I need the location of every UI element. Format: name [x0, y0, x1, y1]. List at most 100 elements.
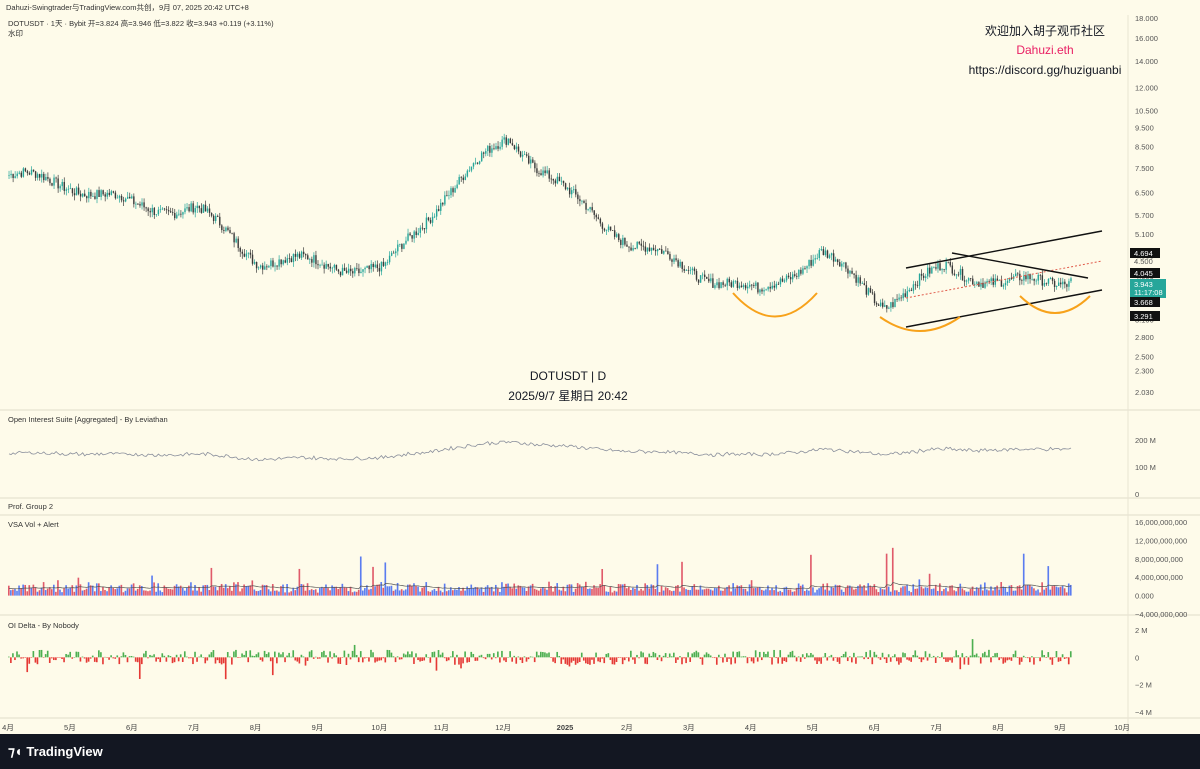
delta-bar: [357, 657, 360, 663]
time-tick-label: 5月: [807, 723, 819, 732]
vsa-bar: [339, 587, 342, 596]
candle-body: [1041, 275, 1044, 286]
vsa-bar: [601, 568, 604, 596]
tradingview-logo[interactable]: ⁊◖ TradingView: [8, 743, 103, 760]
vsa-bar: [818, 588, 820, 596]
delta-bar: [186, 656, 188, 658]
vsa-bar: [163, 585, 166, 596]
vsa-pane-title[interactable]: VSA Vol + Alert: [8, 520, 60, 529]
candle-body: [288, 258, 291, 259]
delta-bar: [1059, 657, 1062, 662]
delta-bar: [832, 657, 835, 661]
vsa-bar: [812, 587, 814, 596]
delta-bar: [558, 655, 561, 658]
candle-body: [165, 209, 168, 211]
candle-body: [417, 232, 419, 235]
delta-bar: [632, 657, 634, 660]
delta-bar: [292, 650, 295, 658]
vsa-bar: [677, 585, 679, 596]
price-axis[interactable]: 18.00016.00014.00012.00010.5009.5008.500…: [1135, 15, 1158, 397]
candle-body: [1045, 283, 1048, 284]
vsa-bar: [61, 592, 63, 596]
symbol-legend[interactable]: DOTUSDT · 1天 · Bybit 开=3.824 高=3.946 低=3…: [8, 18, 274, 28]
delta-bar: [767, 651, 769, 658]
vsa-bar: [961, 588, 964, 596]
candle-body: [311, 259, 313, 263]
delta-pane-title[interactable]: OI Delta - By Nobody: [8, 621, 79, 630]
candle-body: [102, 190, 104, 195]
time-axis[interactable]: 4月 5月 6月 7月 8月 9月 10月 11月 12月 2025 2月 3月 4月 5月 6月 7月 8月 9…: [2, 723, 1130, 732]
delta-bar: [147, 657, 149, 659]
delta-bar: [488, 653, 491, 658]
delta-bar: [967, 657, 970, 665]
vsa-bar: [464, 590, 466, 596]
delta-bar: [693, 652, 696, 658]
price-tick-label: 12.000: [1135, 84, 1158, 93]
delta-bar: [323, 650, 325, 658]
vsa-bar: [417, 586, 419, 596]
vsa-bar: [329, 590, 331, 596]
price-label-badges: 4.694 4.500 4.045 3.943 11:17:08 3.668 3…: [1130, 248, 1166, 321]
community-link[interactable]: https://discord.gg/huziguanbi: [969, 63, 1122, 77]
delta-tick-label: 0: [1135, 653, 1139, 662]
delta-bar: [521, 657, 524, 664]
chart-canvas[interactable]: DOTUSDT · 1天 · Bybit 开=3.824 高=3.946 低=3…: [0, 15, 1200, 734]
candle-body: [812, 259, 814, 266]
candle-body: [212, 215, 215, 221]
time-tick-label: 4月: [2, 723, 14, 732]
delta-bar: [157, 657, 160, 660]
delta-bar: [760, 657, 763, 661]
candle-body: [157, 209, 160, 215]
delta-bar: [361, 657, 364, 663]
delta-bar: [656, 657, 659, 660]
candle-body: [171, 212, 174, 214]
candle-body: [282, 260, 284, 265]
candle-body: [613, 230, 616, 237]
delta-bar: [278, 652, 280, 658]
candle-body: [427, 217, 430, 221]
candle-body: [264, 266, 266, 270]
vsa-bar: [981, 590, 984, 596]
delta-bar: [531, 656, 534, 658]
vsa-bar: [106, 591, 108, 596]
vsa-bar: [947, 591, 949, 596]
candle-body: [706, 277, 708, 279]
vsa-bar: [693, 584, 696, 596]
vsa-bar: [984, 582, 986, 596]
candle-body: [227, 227, 229, 231]
delta-bar: [707, 653, 710, 658]
delta-bar: [329, 651, 331, 658]
vsa-bar: [945, 587, 947, 596]
candle-body: [630, 247, 632, 251]
candle-body: [616, 234, 618, 237]
delta-bar: [263, 650, 266, 658]
prof-pane-title[interactable]: Prof. Group 2: [8, 502, 53, 511]
vsa-bar: [222, 587, 225, 596]
vsa-bar: [670, 591, 673, 596]
delta-bar: [673, 652, 675, 658]
vsa-bar: [122, 592, 125, 596]
vsa-bar: [91, 585, 94, 596]
candle-body: [900, 297, 902, 299]
candle-body: [986, 281, 988, 283]
vsa-bar: [986, 589, 988, 596]
delta-bar: [806, 653, 808, 658]
vsa-axis: 16,000,000,00012,000,000,0008,000,000,00…: [1135, 518, 1187, 619]
vsa-bar: [300, 584, 303, 596]
oi-pane-title[interactable]: Open Interest Suite [Aggregated] - By Le…: [8, 415, 168, 424]
vsa-bar: [836, 585, 839, 596]
vsa-bar: [660, 585, 663, 596]
delta-bar: [1010, 657, 1013, 661]
vsa-bar: [771, 587, 773, 596]
candle-body: [667, 251, 669, 255]
candle-body: [84, 193, 86, 197]
vsa-bar: [445, 591, 448, 596]
vsa-bar: [936, 590, 939, 596]
delta-bar: [494, 657, 497, 659]
delta-bar: [108, 657, 110, 660]
vsa-bar: [893, 590, 896, 596]
delta-bar: [231, 657, 233, 665]
delta-bar: [183, 651, 186, 658]
candle-body: [1008, 277, 1011, 281]
delta-bar: [642, 652, 644, 658]
